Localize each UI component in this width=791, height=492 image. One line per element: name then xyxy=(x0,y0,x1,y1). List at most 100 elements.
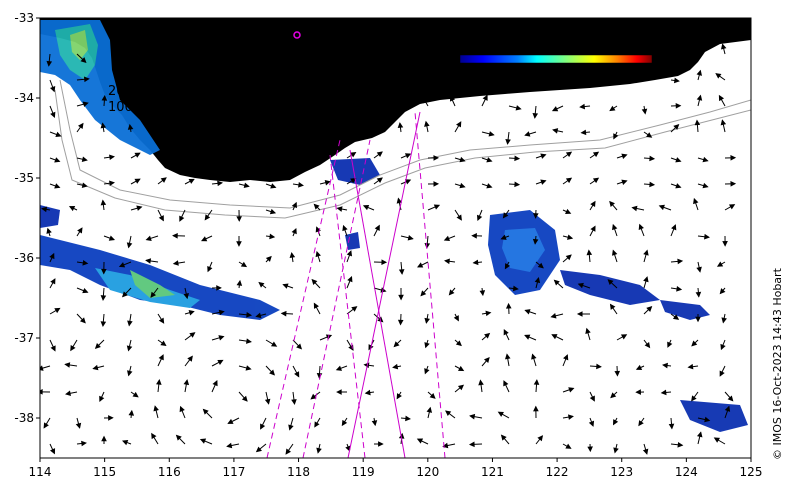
current-arrow-head xyxy=(64,362,71,368)
y-axis: -33 -34 -35 -36 -37 -38 xyxy=(14,11,40,425)
current-arrow-head xyxy=(153,405,159,412)
current-arrow-head xyxy=(398,294,404,301)
current-arrow-head xyxy=(580,129,587,136)
current-arrow-head xyxy=(715,73,722,79)
current-arrow-head xyxy=(500,434,507,441)
current-arrow-head xyxy=(336,206,343,212)
current-arrow-head xyxy=(586,249,593,256)
current-arrow-head xyxy=(291,227,297,235)
current-arrow-head xyxy=(537,435,544,442)
current-arrow-head xyxy=(255,312,262,319)
date-label: 12-Oct-2023 xyxy=(157,32,239,47)
current-arrow-head xyxy=(433,204,441,210)
current-arrow-head xyxy=(455,340,462,347)
current-arrow-head xyxy=(524,131,531,137)
current-arrow-head xyxy=(722,241,728,247)
current-arrow-head xyxy=(449,95,456,102)
current-arrow-head xyxy=(534,276,541,284)
product-time-label: 12-Oct 18:00Z xyxy=(150,100,245,115)
satellite-tracks xyxy=(266,111,446,458)
current-arrow-head xyxy=(675,157,682,163)
current-arrow-head xyxy=(49,86,56,93)
contour-1000-label: 1000m xyxy=(108,100,154,115)
current-arrow-head xyxy=(596,363,602,370)
current-arrow-head xyxy=(613,133,619,140)
current-arrow-head xyxy=(291,201,297,209)
current-arrow-head xyxy=(393,341,400,348)
current-arrow-head xyxy=(179,405,185,413)
current-arrow-head xyxy=(524,334,531,340)
current-arrow-head xyxy=(592,151,600,158)
current-arrow-head xyxy=(424,368,430,375)
current-arrow-head xyxy=(49,252,55,260)
current-arrow-head xyxy=(75,422,82,429)
current-arrow-head xyxy=(128,409,135,416)
current-arrow-head xyxy=(172,260,179,266)
current-arrow-head xyxy=(696,431,703,438)
current-arrow-head xyxy=(350,178,357,184)
current-arrow-head xyxy=(502,212,509,219)
current-arrow-head xyxy=(175,434,182,441)
current-arrow-head xyxy=(579,103,586,110)
current-arrow-head xyxy=(212,380,218,387)
current-arrow-head xyxy=(612,223,618,231)
current-arrow-head xyxy=(609,105,616,112)
current-arrow-head xyxy=(81,156,88,162)
current-arrow-head xyxy=(291,399,297,406)
current-arrow-head xyxy=(456,214,462,221)
current-arrow-head xyxy=(150,291,157,298)
current-arrow-head xyxy=(313,302,319,309)
current-arrow-head xyxy=(691,395,697,402)
current-arrow-head xyxy=(609,303,616,310)
current-arrow-head xyxy=(82,101,89,107)
current-arrow-head xyxy=(514,181,521,188)
current-arrow-head xyxy=(54,183,61,189)
current-arrow-head xyxy=(156,378,162,385)
current-arrow-head xyxy=(70,344,76,352)
current-arrow-head xyxy=(588,420,595,427)
current-arrow-head xyxy=(565,208,572,215)
current-arrow-head xyxy=(533,213,539,219)
current-arrow-head xyxy=(540,153,547,159)
scale-label: 0.5m/s (1kt 24h) xyxy=(156,116,265,131)
current-arrow-head xyxy=(577,282,584,289)
current-arrow-head xyxy=(649,181,656,188)
current-arrow-head xyxy=(484,332,491,339)
current-arrow-head xyxy=(376,151,383,157)
current-arrow-head xyxy=(457,384,465,391)
current-arrow-head xyxy=(202,408,209,415)
current-arrow-head xyxy=(551,334,558,340)
x-tick-label: 114 xyxy=(29,465,52,479)
current-arrow-head xyxy=(397,122,404,129)
current-arrow-head xyxy=(565,254,572,261)
current-arrow-head xyxy=(64,390,72,397)
current-arrow-head xyxy=(445,410,452,417)
x-tick-label: 120 xyxy=(416,465,439,479)
current-arrow-head xyxy=(456,121,462,128)
current-arrow-head xyxy=(260,423,266,430)
current-arrow-head xyxy=(46,60,53,67)
current-arrow-head xyxy=(245,365,252,371)
plot-frame xyxy=(39,17,752,459)
current-arrow-head xyxy=(479,290,486,297)
current-arrow-head xyxy=(621,179,628,185)
current-arrow-head xyxy=(188,178,195,184)
current-arrow-head xyxy=(505,302,512,309)
current-arrow-head xyxy=(730,155,737,161)
current-arrow-head xyxy=(346,250,353,257)
current-arrow-head xyxy=(264,398,271,405)
current-arrow-head xyxy=(537,262,544,269)
current-arrow-head xyxy=(505,138,511,145)
current-arrow-head xyxy=(677,441,684,448)
current-arrow-head xyxy=(49,448,56,455)
argo-label: Argo xyxy=(311,27,346,42)
current-arrow-head xyxy=(720,119,727,126)
current-arrow-head xyxy=(126,345,133,352)
current-arrow-head xyxy=(396,197,403,204)
current-arrow-head xyxy=(488,131,495,137)
current-arrow-head xyxy=(296,343,303,350)
current-arrow-head xyxy=(416,438,424,444)
current-arrow-head xyxy=(362,204,370,211)
current-arrow-head xyxy=(424,120,430,127)
current-arrow-head xyxy=(381,259,388,265)
